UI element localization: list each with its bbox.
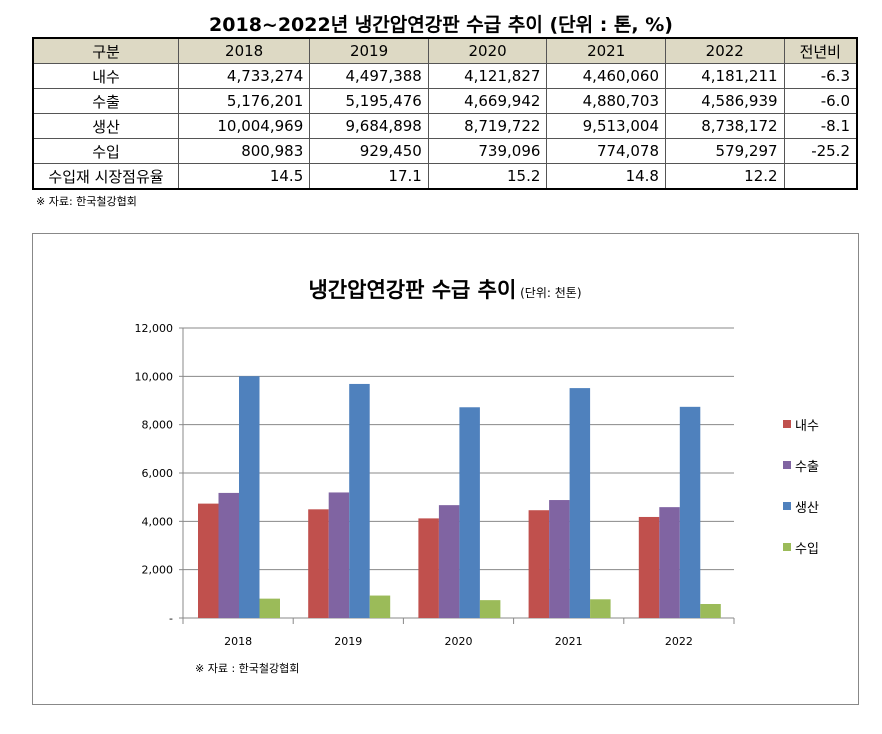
y-tick-label: 4,000	[142, 515, 174, 528]
table-cell: 17.1	[309, 163, 429, 190]
bar-수출	[218, 492, 239, 618]
bar-수입	[700, 604, 721, 618]
table-cell: 4,497,388	[309, 63, 429, 89]
y-tick-label: 10,000	[135, 370, 174, 383]
bar-내수	[638, 516, 660, 618]
table-source: ※ 자료: 한국철강협회	[36, 195, 137, 208]
table-cell: 739,096	[427, 138, 548, 164]
y-tick-label: 8,000	[142, 419, 174, 432]
table-cell: 14.8	[546, 163, 666, 190]
bar-내수	[418, 518, 439, 618]
column-header: 2020	[427, 37, 548, 64]
table-title: 2018~2022년 냉간압연강판 수급 추이 (단위 : 톤, %)	[209, 14, 673, 36]
bar-생산	[459, 407, 480, 618]
bar-수입	[259, 598, 280, 618]
bar-수입	[590, 599, 611, 618]
y-tick-label: 6,000	[142, 467, 174, 480]
table-cell: 5,195,476	[309, 88, 429, 114]
chart-title: 냉간압연강판 수급 추이 (단위: 천톤)	[308, 278, 581, 302]
legend-swatch	[783, 502, 791, 510]
table-cell: 15.2	[427, 163, 548, 190]
chart-frame	[32, 233, 859, 705]
bar-내수	[528, 510, 550, 618]
table-row: 수입재 시장점유율 14.5 17.1 15.2 14.8 12.2	[32, 163, 858, 190]
y-tick-label: 12,000	[135, 322, 174, 335]
y-tick-label: -	[169, 612, 173, 625]
bar-수입	[369, 595, 391, 618]
table-cell: 579,297	[664, 138, 785, 164]
legend-label: 수입	[795, 542, 819, 557]
table-cell: -8.1	[783, 113, 858, 139]
column-header: 전년비	[783, 37, 858, 64]
x-tick-label: 2020	[445, 635, 473, 648]
legend-label: 생산	[795, 501, 819, 516]
legend-swatch	[783, 461, 791, 469]
table-cell: 8,738,172	[664, 113, 785, 139]
legend-label: 수출	[795, 460, 819, 475]
row-label: 수입재 시장점유율	[32, 163, 179, 190]
table-row: 생산 10,004,969 9,684,898 8,719,722 9,513,004 8…	[32, 113, 858, 139]
table-row: 수입 800,983 929,450 739,096 774,078 579,297 -25…	[32, 138, 858, 164]
x-tick-label: 2021	[555, 635, 583, 648]
table-cell: 5,176,201	[177, 88, 311, 114]
table-cell: 929,450	[309, 138, 429, 164]
column-header: 구분	[32, 37, 179, 64]
bar-수출	[438, 505, 460, 618]
bar-생산	[239, 376, 260, 618]
table-cell: 4,121,827	[427, 63, 548, 89]
table-cell: -25.2	[783, 138, 858, 164]
table-cell	[783, 163, 858, 190]
bar-생산	[569, 388, 591, 618]
table-cell: 9,684,898	[309, 113, 429, 139]
table-cell: 9,513,004	[546, 113, 666, 139]
row-label: 수입	[32, 138, 179, 164]
column-header: 2019	[309, 37, 429, 64]
x-tick-label: 2019	[334, 635, 362, 648]
table-row: 내수 4,733,274 4,497,388 4,121,827 4,460,060 4,…	[32, 63, 858, 89]
bar-수출	[328, 492, 350, 618]
x-tick-label: 2018	[224, 635, 252, 648]
bar-수출	[659, 507, 680, 618]
table-cell: 800,983	[177, 138, 311, 164]
bar-생산	[349, 383, 370, 618]
table-cell: 4,460,060	[546, 63, 666, 89]
table-cell: 14.5	[177, 163, 311, 190]
legend-swatch	[783, 543, 791, 551]
table-cell: 10,004,969	[177, 113, 311, 139]
legend-label: 내수	[795, 419, 819, 434]
table-cell: 12.2	[664, 163, 785, 190]
row-label: 생산	[32, 113, 179, 139]
table-cell: 4,181,211	[664, 63, 785, 89]
table-cell: 4,733,274	[177, 63, 311, 89]
column-header: 2021	[546, 37, 666, 64]
table-cell: 774,078	[546, 138, 666, 164]
column-header: 2022	[664, 37, 785, 64]
supply-table: 구분 2018 2019 2020 2021 2022 전년비 내수 4,733,274 4,4…	[32, 37, 858, 190]
y-tick-label: 2,000	[142, 564, 174, 577]
row-label: 내수	[32, 63, 179, 89]
bar-수출	[549, 500, 570, 618]
legend-swatch	[783, 420, 791, 428]
bar-수입	[479, 600, 501, 618]
bar-생산	[679, 406, 701, 618]
chart-source: ※ 자료 : 한국철강협회	[195, 662, 299, 675]
table-row: 수출 5,176,201 5,195,476 4,669,942 4,880,703 4,…	[32, 88, 858, 114]
bar-내수	[308, 509, 329, 618]
x-tick-label: 2022	[665, 635, 693, 648]
column-header: 2018	[177, 37, 311, 64]
table-cell: -6.0	[783, 88, 858, 114]
bar-내수	[198, 503, 219, 618]
